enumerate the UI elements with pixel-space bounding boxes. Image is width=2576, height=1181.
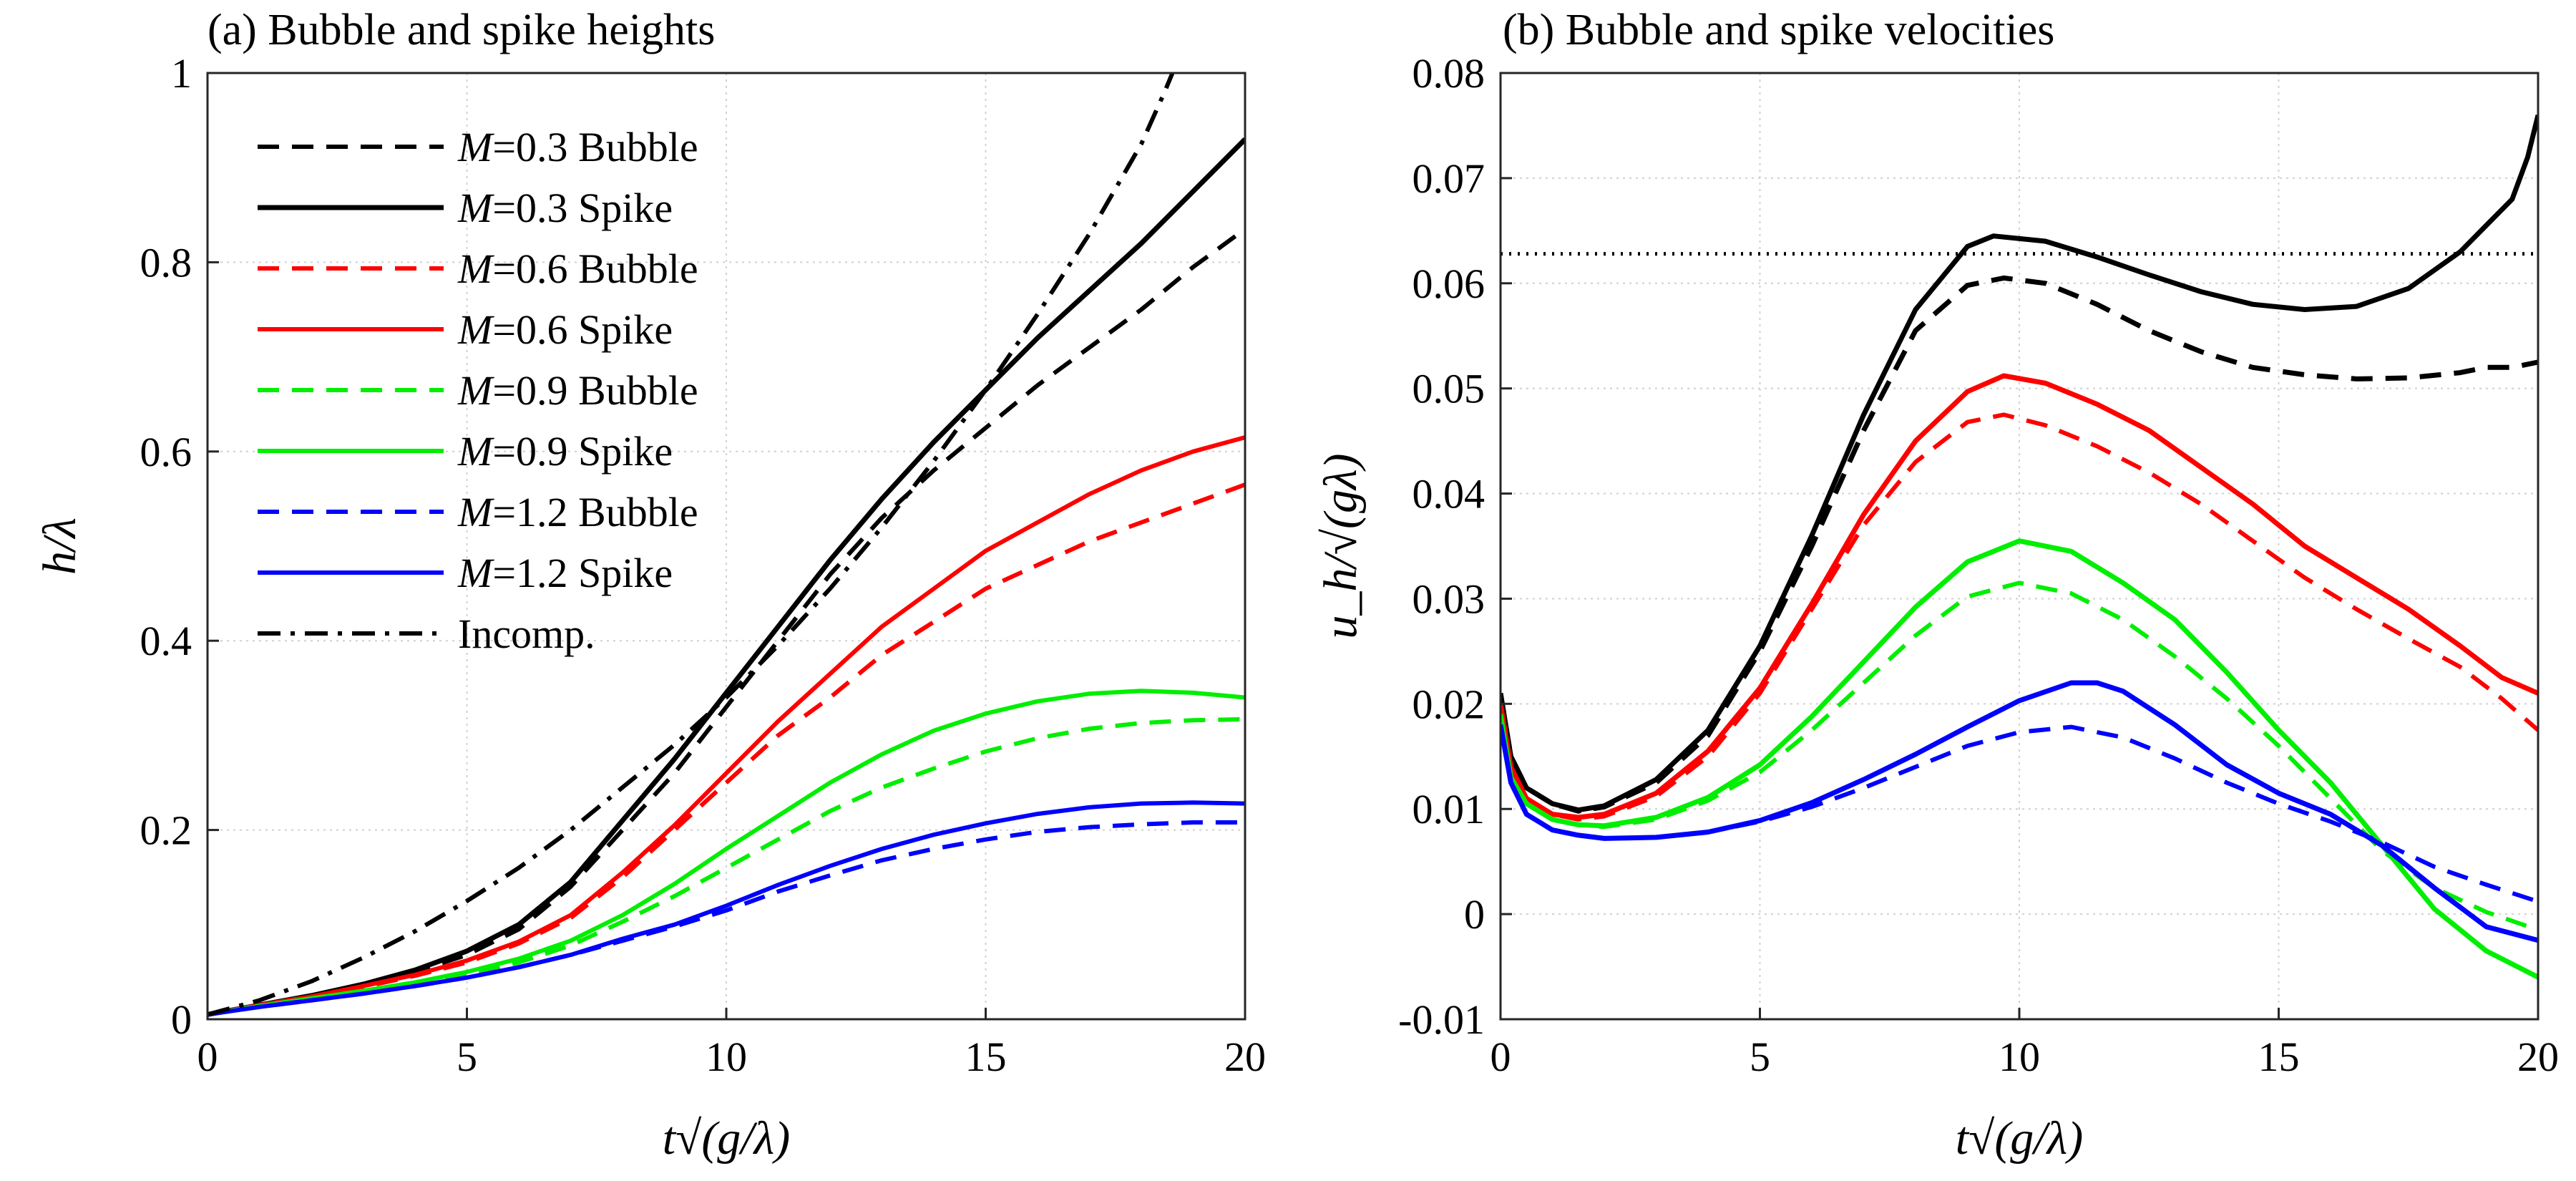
y-tick-label: 0.03 <box>1413 575 1485 622</box>
x-tick-label: 0 <box>197 1034 218 1080</box>
y-tick-label: 0.07 <box>1413 155 1485 202</box>
legend-item-variable: M <box>457 489 494 535</box>
x-tick-label: 20 <box>2517 1034 2559 1080</box>
panel-b-ticks: 0 5 10 15 20-0.0100.010.020.030.040.050.060.… <box>1398 50 2559 1080</box>
legend-item-variable: M <box>457 185 494 231</box>
legend-item: M=0.6 Bubble <box>457 246 698 292</box>
panel-a-series <box>208 73 1245 1017</box>
panel-b-title: (b) Bubble and spike velocities <box>1503 6 2054 54</box>
legend-item: M=0.9 Bubble <box>457 367 698 414</box>
legend-item-variable: M <box>457 306 494 353</box>
y-tick-label: 1 <box>171 50 192 97</box>
legend-item-variable: M <box>457 550 494 596</box>
legend-item: M=0.9 Spike <box>457 428 673 475</box>
y-tick-label: 0.6 <box>140 429 192 475</box>
panel-a-title: (a) Bubble and spike heights <box>208 6 715 54</box>
series-line-m-0-3-spike <box>1501 114 2538 813</box>
x-tick-label: 10 <box>706 1034 747 1080</box>
panel-b-plot-area <box>1501 73 2538 1019</box>
y-tick-label: 0 <box>171 996 192 1043</box>
y-tick-label: 0.8 <box>140 239 192 286</box>
series-line-m-0-6-spike <box>1501 373 2538 820</box>
y-tick-label: 0.2 <box>140 807 192 854</box>
y-tick-label: 0 <box>1464 891 1485 938</box>
legend-item-variable: M <box>457 367 494 414</box>
series-line-m-0-9-spike <box>208 689 1245 1017</box>
legend-item-variable: M <box>457 124 494 170</box>
y-tick-label: -0.01 <box>1398 996 1485 1043</box>
x-tick-label: 5 <box>1750 1034 1770 1080</box>
x-tick-label: 15 <box>2258 1034 2300 1080</box>
panel-b-xlabel: t√(g/λ) <box>1956 1112 2083 1165</box>
series-line-incomp- <box>208 73 1175 1017</box>
x-tick-label: 5 <box>457 1034 477 1080</box>
x-tick-label: 15 <box>965 1034 1007 1080</box>
legend-item-label: =0.6 Bubble <box>492 246 698 292</box>
panel-a-xlabel: t√(g/λ) <box>663 1112 790 1165</box>
panel-b-ylabel: u_h/√(gλ) <box>1314 453 1367 638</box>
panel-a-plot-area <box>208 73 1245 1019</box>
y-tick-label: 0.02 <box>1413 681 1485 727</box>
legend-item-label: =0.9 Spike <box>492 428 673 475</box>
y-tick-label: 0.05 <box>1413 366 1485 412</box>
legend-item-variable: M <box>457 428 494 475</box>
series-line-m-1-2-spike <box>1501 680 2538 943</box>
series-line-m-0-6-spike <box>208 435 1245 1017</box>
x-tick-label: 0 <box>1491 1034 1511 1080</box>
series-line-m-0-3-spike <box>208 137 1245 1017</box>
panel-a-ylabel: h/λ <box>34 517 86 575</box>
legend-item-variable: M <box>457 246 494 292</box>
panel-b-series <box>1501 114 2538 980</box>
legend-item: M=0.6 Spike <box>457 306 673 353</box>
series-line-m-0-9-spike <box>1501 538 2538 980</box>
legend-item-label: =1.2 Spike <box>492 550 673 596</box>
panel-b: 0 5 10 15 20-0.0100.010.020.030.040.050.060.… <box>1314 6 2559 1165</box>
x-tick-label: 20 <box>1224 1034 1266 1080</box>
legend-item-label: =1.2 Bubble <box>492 489 698 535</box>
series-line-m-1-2-spike <box>208 800 1245 1017</box>
y-tick-label: 0.08 <box>1413 50 1485 97</box>
series-line-m-0-3-bubble <box>1501 275 2538 814</box>
legend-item-label: Incomp. <box>458 611 595 657</box>
y-tick-label: 0.4 <box>140 618 192 664</box>
legend-item-label: =0.3 Bubble <box>492 124 698 170</box>
panel-a-ticks: 0 5 10 15 20 0 0.2 0.4 0.6 0.8 1 <box>140 50 1267 1080</box>
legend-item: M=0.3 Spike <box>457 185 673 231</box>
x-tick-label: 10 <box>1999 1034 2040 1080</box>
legend-item-label: =0.9 Bubble <box>492 367 698 414</box>
y-tick-label: 0.04 <box>1413 471 1485 517</box>
legend-item: Incomp. <box>458 611 595 657</box>
legend-item: M=1.2 Bubble <box>457 489 698 535</box>
legend-item-label: =0.3 Spike <box>492 185 673 231</box>
legend-item: M=1.2 Spike <box>457 550 673 596</box>
y-tick-label: 0.01 <box>1413 786 1485 832</box>
legend-item: M=0.3 Bubble <box>457 124 698 170</box>
y-tick-label: 0.06 <box>1413 261 1485 307</box>
legend-item-label: =0.6 Spike <box>492 306 673 353</box>
